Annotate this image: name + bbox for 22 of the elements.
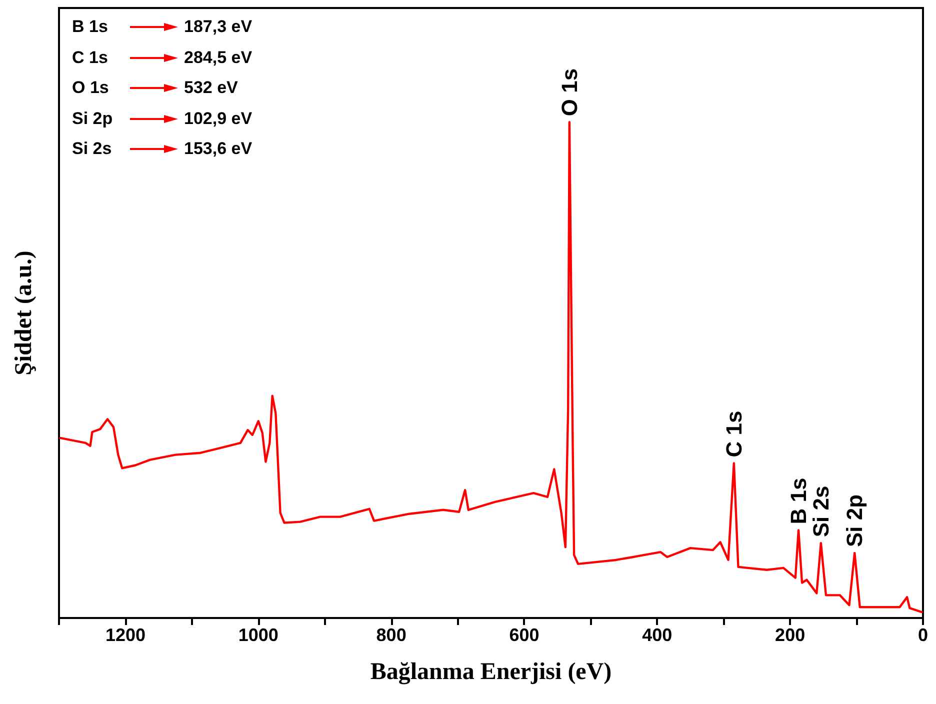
annotation: 102,9 eV: [184, 108, 252, 129]
y-axis-title: Şiddet (a.u.): [11, 250, 37, 376]
text: 284,5 eV: [184, 48, 252, 68]
x-tick-label: 800: [376, 625, 406, 645]
x-tick-label: 200: [775, 625, 806, 645]
text: 187,3 eV: [184, 17, 252, 38]
x-tick-label: 400: [642, 625, 672, 645]
annotation: O 1s: [556, 68, 582, 116]
text: B 1s: [72, 17, 109, 38]
annotation: Si 2p: [842, 494, 868, 548]
x-tick-label: 0: [918, 625, 928, 645]
x-tick-label: 1000: [238, 625, 278, 645]
text: C 1s: [72, 48, 109, 68]
x-axis-title: Bağlanma Enerjisi (eV): [370, 659, 612, 685]
x-tick-label: 600: [509, 625, 540, 645]
annotation: Si 2s: [72, 139, 113, 160]
text: O 1s: [72, 78, 110, 98]
annotation: Si 2p: [72, 108, 114, 129]
annotation: 153,6 eV: [184, 139, 252, 160]
annotation: C 1s: [721, 410, 746, 458]
text: 532 eV: [184, 78, 238, 98]
x-tick-label: 1200: [105, 625, 146, 645]
